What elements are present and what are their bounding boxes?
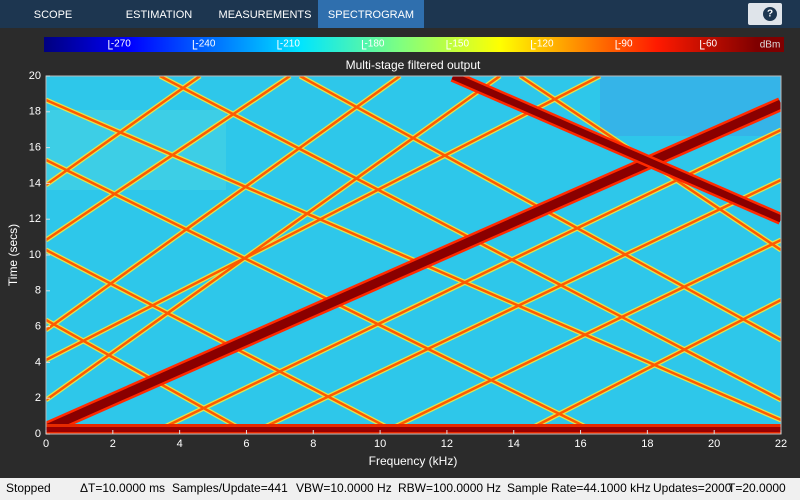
x-tick-label: 0	[43, 438, 49, 450]
tab[interactable]: SPECTROGRAM	[328, 9, 414, 21]
x-tick-label: 14	[508, 438, 520, 450]
y-tick-label: 2	[35, 392, 41, 404]
x-tick-label: 20	[708, 438, 720, 450]
y-tick-label: 10	[29, 249, 41, 261]
colorbar-tick	[531, 40, 536, 50]
colorbar-tick	[446, 40, 451, 50]
status-item: ΔT=10.0000 ms	[80, 481, 165, 495]
x-tick-label: 16	[574, 438, 586, 450]
status-bar	[0, 478, 800, 500]
plot-title: Multi-stage filtered output	[346, 58, 481, 72]
x-tick-label: 22	[775, 438, 787, 450]
y-axis-label: Time (secs)	[6, 224, 20, 286]
colorbar-tick-label: -150	[449, 39, 469, 50]
colorbar-tick	[615, 40, 621, 50]
status-item: Updates=2000	[653, 481, 732, 495]
colorbar-tick	[700, 40, 705, 50]
x-tick-label: 18	[641, 438, 653, 450]
tab[interactable]: ESTIMATION	[126, 9, 192, 21]
y-tick-label: 20	[29, 70, 41, 82]
spectrogram-image	[46, 76, 781, 434]
x-axis-label: Frequency (kHz)	[369, 454, 458, 468]
chirp	[451, 76, 781, 223]
colorbar	[44, 37, 757, 52]
low-power-region	[600, 76, 781, 136]
colorbar-tick	[277, 40, 282, 50]
chirp	[46, 99, 781, 434]
colorbar-tick-label: -120	[534, 39, 554, 50]
status-item: Samples/Update=441	[172, 481, 288, 495]
colorbar-end	[757, 37, 784, 52]
colorbar-tick-label: -180	[364, 39, 384, 50]
y-tick-label: 16	[29, 142, 41, 154]
y-tick-label: 14	[29, 177, 41, 189]
tab-selected[interactable]	[318, 0, 424, 28]
tab[interactable]: MEASUREMENTS	[219, 9, 312, 21]
status-item: RBW=100.0000 Hz	[398, 481, 501, 495]
x-tick-label: 4	[177, 438, 183, 450]
x-tick-label: 12	[441, 438, 453, 450]
colorbar-tick-label: -240	[195, 39, 215, 50]
dc-band-core	[46, 427, 781, 432]
y-tick-label: 0	[35, 428, 41, 440]
colorbar-tick	[108, 40, 113, 50]
colorbar-tick-label: -210	[280, 39, 300, 50]
y-tick-label: 8	[35, 285, 41, 297]
status-state: Stopped	[6, 481, 51, 495]
x-tick-label: 2	[110, 438, 116, 450]
tab[interactable]: SCOPE	[34, 9, 73, 21]
x-tick-label: 8	[310, 438, 316, 450]
y-tick-label: 18	[29, 106, 41, 118]
x-tick-label: 10	[374, 438, 386, 450]
colorbar-tick	[192, 40, 198, 50]
help-icon[interactable]	[763, 7, 777, 21]
x-tick-label: 6	[243, 438, 249, 450]
colorbar-tick	[361, 40, 367, 50]
colorbar-tick-label: -60	[703, 39, 718, 50]
colorbar-tick-label: -270	[111, 39, 131, 50]
colorbar-tick-label: -90	[618, 39, 633, 50]
colorbar-unit: dBm	[760, 40, 781, 51]
status-item: T=20.0000	[728, 481, 786, 495]
y-tick-label: 12	[29, 213, 41, 225]
y-tick-label: 6	[35, 321, 41, 333]
status-item: VBW=10.0000 Hz	[296, 481, 392, 495]
y-tick-label: 4	[35, 356, 41, 368]
status-item: Sample Rate=44.1000 kHz	[507, 481, 651, 495]
help-button[interactable]: ?	[767, 9, 773, 20]
